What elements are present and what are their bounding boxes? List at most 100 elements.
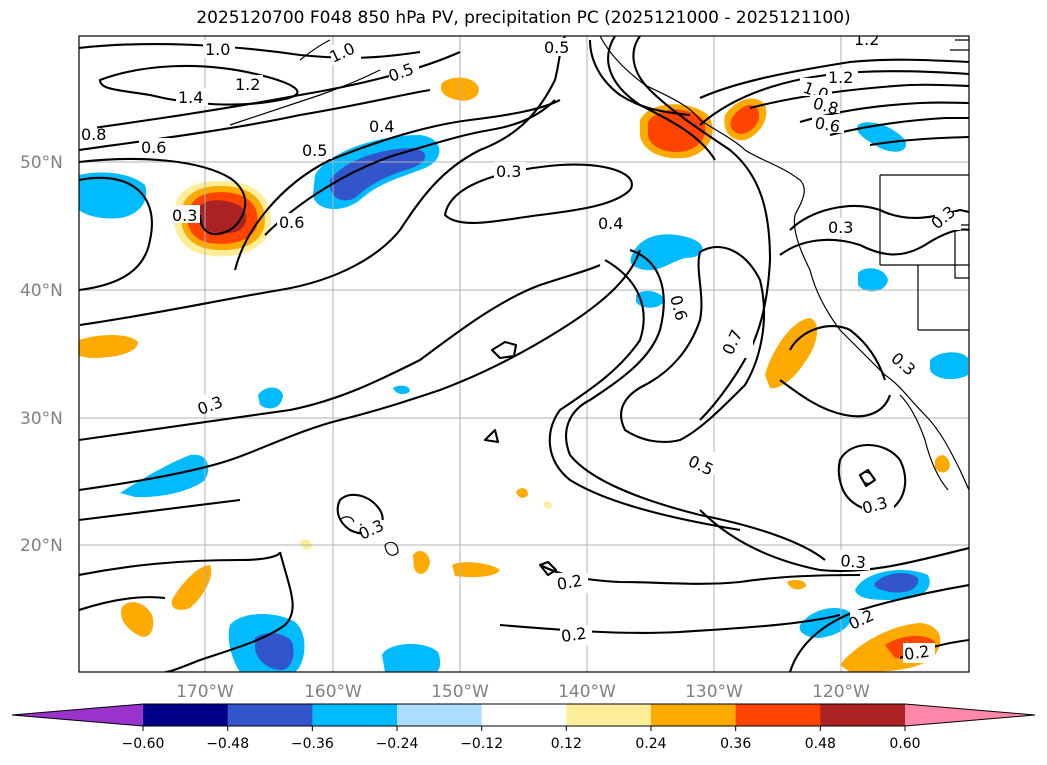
longitude-labels: 170°W 160°W 150°W 140°W 130°W 120°W bbox=[176, 682, 870, 702]
pv-contour bbox=[79, 551, 282, 577]
map-title: 2025120700 F048 850 hPa PV, precipitatio… bbox=[196, 8, 851, 28]
lon-label: 120°W bbox=[812, 682, 870, 702]
precip-negative-region bbox=[636, 290, 665, 308]
pv-contour bbox=[699, 58, 969, 99]
precip-positive-region bbox=[730, 104, 760, 134]
colorbar-segment bbox=[227, 704, 313, 726]
lat-label: 20°N bbox=[20, 536, 63, 556]
pv-contour bbox=[565, 249, 826, 561]
precip-negative-region bbox=[874, 573, 919, 593]
pv-contour bbox=[79, 596, 166, 611]
precip-positive-region bbox=[171, 565, 212, 610]
contour-label: 0.4 bbox=[598, 214, 623, 233]
colorbar-segment bbox=[566, 704, 652, 726]
pv-contour bbox=[79, 264, 601, 442]
pv-contour bbox=[79, 176, 153, 292]
colorbar-tick-label: 0.24 bbox=[635, 736, 666, 752]
contour-label: 0.3 bbox=[840, 551, 867, 572]
contour-label: 0.2 bbox=[555, 571, 583, 594]
contour-label: 1.4 bbox=[178, 88, 203, 107]
map-border bbox=[78, 35, 970, 673]
lat-label: 50°N bbox=[20, 153, 63, 173]
lon-label: 150°W bbox=[431, 682, 489, 702]
colorbar-segment bbox=[651, 704, 737, 726]
contour-label: 1.2 bbox=[854, 30, 879, 49]
lon-label: 140°W bbox=[558, 682, 616, 702]
pv-contour bbox=[779, 379, 891, 418]
contour-label: 1.0 bbox=[205, 40, 230, 59]
pv-contour bbox=[699, 509, 969, 573]
lon-label: 130°W bbox=[685, 682, 743, 702]
lon-label: 170°W bbox=[176, 682, 234, 702]
precip-positive-region bbox=[121, 602, 154, 637]
precip-negative-region bbox=[858, 268, 888, 292]
colorbar-tick-label: 0.60 bbox=[889, 736, 920, 752]
map-area: 1.0 1.4 1.2 0.8 0.6 0.5 0.5 0.4 0.3 0.6 … bbox=[79, 30, 969, 672]
pv-contour bbox=[779, 228, 969, 256]
pv-contour bbox=[799, 101, 969, 124]
colorbar-segment bbox=[312, 704, 398, 726]
colorbar-tick-label: 0.12 bbox=[551, 736, 582, 752]
colorbar-segment bbox=[143, 704, 229, 726]
contour-label: 0.2 bbox=[560, 624, 588, 646]
pv-contour bbox=[588, 39, 691, 117]
colorbar-tick-label: −0.24 bbox=[376, 736, 419, 752]
pv-contour bbox=[79, 157, 247, 236]
precip-negative-region bbox=[258, 387, 283, 409]
colorbar-segment bbox=[820, 704, 906, 726]
precip-positive-region bbox=[543, 501, 552, 509]
precip-negative-region bbox=[393, 385, 410, 395]
contour-label: 0.6 bbox=[279, 213, 304, 232]
precip-positive-region bbox=[198, 200, 247, 234]
colorbar-extend-low bbox=[12, 704, 143, 726]
pv-contour bbox=[620, 246, 766, 444]
precip-positive-region bbox=[648, 109, 706, 152]
contour-label: 1.2 bbox=[235, 75, 260, 94]
contour-label: 0.3 bbox=[828, 218, 853, 237]
pv-contour bbox=[490, 340, 518, 360]
precip-negative-region bbox=[930, 352, 968, 380]
contour-label: 0.6 bbox=[141, 138, 166, 157]
colorbar-tick-label: −0.12 bbox=[460, 736, 503, 752]
pv-contour bbox=[548, 259, 741, 532]
contour-label: 0.5 bbox=[544, 38, 569, 57]
precip-positive-region bbox=[79, 334, 138, 358]
pv-contour bbox=[233, 99, 561, 271]
colorbar: −0.60 −0.48 −0.36 −0.24 −0.12 0.12 0.24 0.36 0.4… bbox=[11, 703, 1036, 752]
contour-label: 1.2 bbox=[828, 68, 853, 87]
precip-negative-region bbox=[255, 633, 294, 670]
pv-contour bbox=[79, 249, 641, 492]
pv-contour bbox=[869, 135, 969, 147]
pv-contour bbox=[164, 551, 294, 672]
precip-positive-region bbox=[787, 579, 806, 590]
colorbar-tick-label: −0.60 bbox=[122, 736, 165, 752]
pv-contour bbox=[499, 613, 841, 634]
contour-label: 0.2 bbox=[903, 642, 931, 664]
lon-label: 160°W bbox=[304, 682, 362, 702]
precip-negative-region bbox=[857, 122, 906, 152]
precip-positive-region bbox=[516, 488, 528, 498]
precip-positive-region bbox=[413, 550, 430, 574]
precip-negative-region bbox=[329, 148, 426, 201]
precip-positive-region bbox=[935, 455, 950, 473]
contour-label: 0.3 bbox=[172, 206, 197, 225]
pv-contour bbox=[264, 99, 556, 236]
latitude-labels: 50°N 40°N 30°N 20°N bbox=[20, 153, 63, 556]
contour-label: 0.4 bbox=[369, 117, 394, 136]
colorbar-segment bbox=[735, 704, 821, 726]
colorbar-tick-label: −0.36 bbox=[291, 736, 334, 752]
contour-label: 0.8 bbox=[81, 125, 106, 144]
contour-labels: 1.0 1.4 1.2 0.8 0.6 0.5 0.5 0.4 0.3 0.6 … bbox=[79, 30, 961, 664]
pv-contour bbox=[789, 325, 886, 381]
lat-label: 30°N bbox=[20, 409, 63, 429]
pv-contour bbox=[79, 42, 421, 59]
colorbar-tick-label: 0.36 bbox=[720, 736, 751, 752]
colorbar-extend-high bbox=[905, 704, 1035, 726]
contour-label: 0.3 bbox=[496, 162, 521, 181]
contour-label: 0.5 bbox=[302, 141, 327, 160]
contour-label: 0.6 bbox=[813, 113, 841, 136]
colorbar-tick-label: 0.48 bbox=[805, 736, 836, 752]
pv-contour bbox=[749, 83, 969, 110]
pv-contour bbox=[538, 560, 558, 577]
